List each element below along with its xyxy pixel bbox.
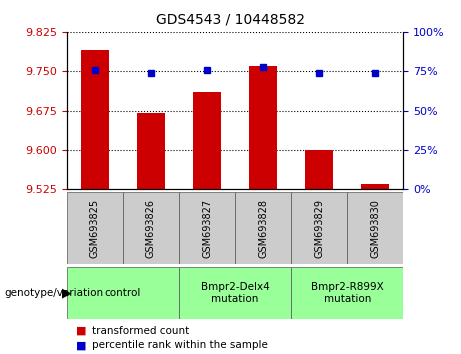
Text: GSM693826: GSM693826 xyxy=(146,199,156,258)
Text: GSM693828: GSM693828 xyxy=(258,199,268,258)
Bar xyxy=(361,184,390,189)
Text: GDS4543 / 10448582: GDS4543 / 10448582 xyxy=(156,12,305,27)
Text: GSM693830: GSM693830 xyxy=(370,199,380,258)
Text: ■: ■ xyxy=(76,340,87,350)
Bar xyxy=(179,192,235,264)
Text: GSM693825: GSM693825 xyxy=(90,199,100,258)
Text: GSM693827: GSM693827 xyxy=(202,199,212,258)
Bar xyxy=(347,192,403,264)
Text: ▶: ▶ xyxy=(62,287,72,299)
Bar xyxy=(305,150,333,189)
Text: GSM693829: GSM693829 xyxy=(314,199,324,258)
Bar xyxy=(137,113,165,189)
Text: Bmpr2-Delx4
mutation: Bmpr2-Delx4 mutation xyxy=(201,282,270,304)
Text: genotype/variation: genotype/variation xyxy=(5,288,104,298)
Bar xyxy=(81,50,109,189)
Text: transformed count: transformed count xyxy=(92,326,189,336)
Bar xyxy=(249,66,277,189)
Bar xyxy=(291,267,403,319)
Text: percentile rank within the sample: percentile rank within the sample xyxy=(92,340,268,350)
Bar xyxy=(67,267,179,319)
Bar xyxy=(291,192,347,264)
Text: ■: ■ xyxy=(76,326,87,336)
Bar xyxy=(193,92,221,189)
Bar xyxy=(179,267,291,319)
Bar xyxy=(123,192,179,264)
Text: control: control xyxy=(105,288,141,298)
Text: Bmpr2-R899X
mutation: Bmpr2-R899X mutation xyxy=(311,282,384,304)
Bar xyxy=(235,192,291,264)
Bar xyxy=(67,192,123,264)
